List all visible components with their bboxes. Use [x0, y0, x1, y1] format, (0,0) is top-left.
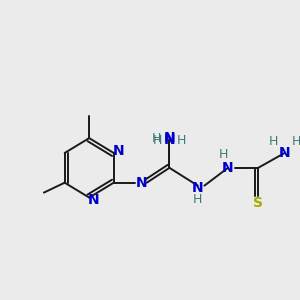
- Text: N: N: [164, 133, 175, 147]
- Text: N: N: [164, 131, 175, 145]
- Text: N: N: [222, 161, 234, 175]
- Text: N: N: [88, 193, 100, 206]
- Text: H: H: [291, 135, 300, 148]
- Text: H: H: [193, 193, 203, 206]
- Text: N: N: [192, 181, 204, 195]
- Text: N: N: [135, 176, 147, 190]
- Text: N: N: [279, 146, 290, 160]
- Text: N: N: [112, 144, 124, 158]
- Text: H: H: [268, 135, 278, 148]
- Text: H: H: [177, 134, 186, 147]
- Text: S: S: [253, 196, 263, 209]
- Text: H: H: [152, 134, 162, 147]
- Text: H: H: [152, 132, 161, 145]
- Text: H: H: [219, 148, 228, 161]
